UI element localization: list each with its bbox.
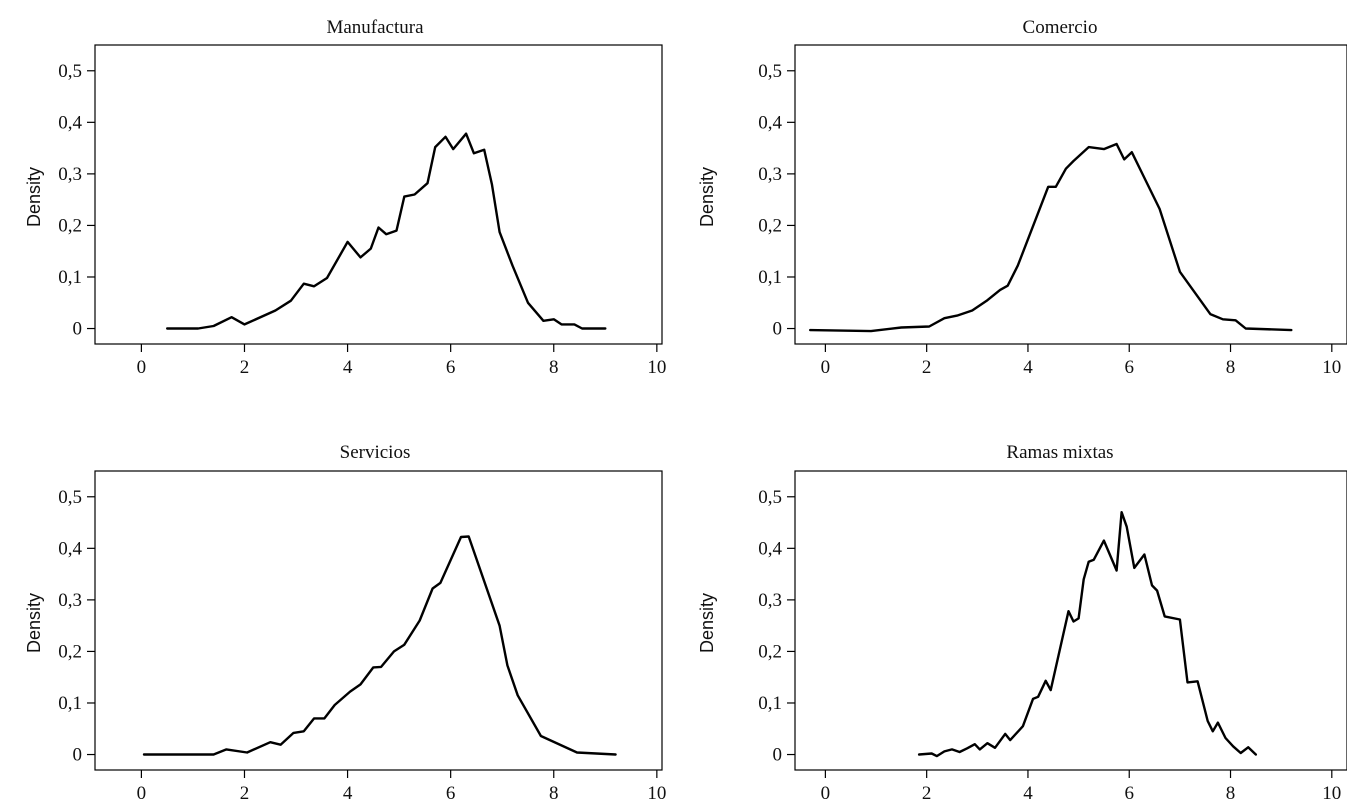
x-tick-label: 4	[343, 783, 353, 804]
x-tick-label: 6	[1124, 783, 1134, 804]
y-axis-label: Density	[697, 167, 717, 227]
y-tick-label: 0,2	[758, 215, 782, 236]
x-tick-label: 10	[647, 783, 666, 804]
x-tick-label: 0	[821, 783, 831, 804]
x-tick-label: 0	[137, 783, 147, 804]
x-tick-label: 2	[240, 783, 250, 804]
x-tick-label: 8	[549, 357, 559, 378]
y-tick-label: 0,2	[58, 641, 82, 662]
plot-frame	[794, 44, 1347, 345]
y-axis-label: Density	[24, 593, 44, 653]
y-axis-label: Density	[697, 593, 717, 653]
x-tick-label: 4	[1023, 357, 1033, 378]
x-tick-label: 0	[137, 357, 147, 378]
x-tick-label: 4	[343, 357, 353, 378]
plot-frame	[794, 470, 1347, 771]
y-tick-label: 0,5	[58, 61, 82, 82]
x-tick-label: 8	[1226, 783, 1236, 804]
y-tick-label: 0,1	[58, 267, 82, 288]
density-line	[142, 535, 617, 756]
y-tick-label: 0,3	[58, 590, 82, 611]
x-tick-label: 4	[1023, 783, 1033, 804]
x-tick-label: 2	[922, 783, 932, 804]
y-tick-label: 0,5	[758, 487, 782, 508]
y-tick-label: 0,1	[58, 693, 82, 714]
plot-frame	[94, 470, 663, 771]
y-tick-label: 0,2	[58, 215, 82, 236]
density-line	[917, 511, 1258, 758]
y-tick-label: 0,1	[758, 693, 782, 714]
panel-title: Servicios	[340, 442, 411, 463]
y-tick-label: 0,3	[58, 164, 82, 185]
y-axis-label: Density	[24, 167, 44, 227]
density-line	[809, 142, 1293, 333]
y-tick-label: 0	[773, 745, 783, 766]
x-tick-label: 10	[647, 357, 666, 378]
y-tick-label: 0,5	[758, 61, 782, 82]
x-tick-label: 8	[549, 783, 559, 804]
panel-title: Manufactura	[326, 17, 424, 38]
y-tick-label: 0,4	[58, 538, 82, 559]
y-tick-label: 0	[73, 319, 83, 340]
x-tick-label: 2	[240, 357, 250, 378]
x-tick-label: 10	[1322, 357, 1341, 378]
panel-comercio: Comercio Density 0 0,1 0,2 0,3 0,4 0,5 0 2 4 6 8 10	[697, 17, 1347, 378]
y-tick-label: 0,2	[758, 641, 782, 662]
panel-ramas-mixtas: Ramas mixtas Density 0 0,1 0,2 0,3 0,4 0,5 0 2 4…	[697, 442, 1347, 804]
y-tick-label: 0	[773, 319, 783, 340]
y-tick-label: 0,4	[758, 112, 782, 133]
panel-manufactura: Manufactura Density 0 0,1 0,2 0,3 0,4 0,5 0 2 4 6…	[24, 17, 666, 378]
panel-title: Comercio	[1023, 17, 1098, 38]
panel-servicios: Servicios Density 0 0,1 0,2 0,3 0,4 0,5 0 2 4 6 8 1…	[24, 442, 666, 804]
y-tick-label: 0,5	[58, 487, 82, 508]
y-tick-label: 0,4	[58, 112, 82, 133]
panel-title: Ramas mixtas	[1006, 442, 1113, 463]
x-tick-label: 8	[1226, 357, 1236, 378]
y-tick-label: 0	[73, 745, 83, 766]
y-tick-label: 0,1	[758, 267, 782, 288]
x-tick-label: 2	[922, 357, 932, 378]
plot-frame	[94, 44, 663, 345]
x-tick-label: 6	[446, 357, 456, 378]
y-tick-label: 0,3	[758, 590, 782, 611]
x-tick-label: 0	[821, 357, 831, 378]
x-tick-label: 6	[446, 783, 456, 804]
density-line	[165, 132, 607, 330]
x-tick-label: 6	[1124, 357, 1134, 378]
x-tick-label: 10	[1322, 783, 1341, 804]
y-tick-label: 0,3	[758, 164, 782, 185]
y-tick-label: 0,4	[758, 538, 782, 559]
